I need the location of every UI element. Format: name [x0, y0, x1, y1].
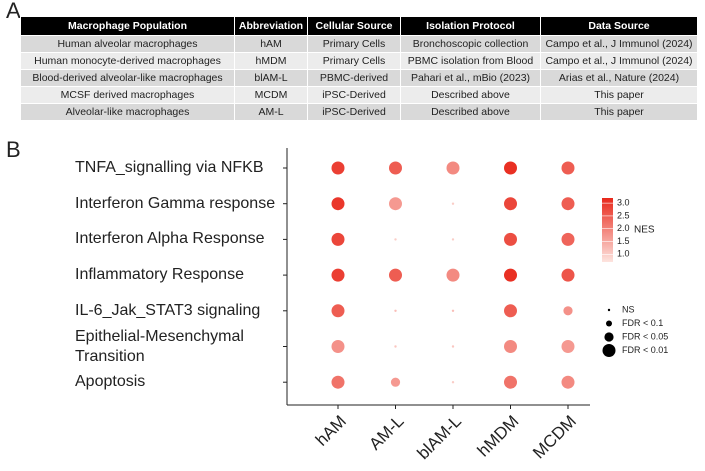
dot — [446, 161, 460, 175]
row-label: Inflammatory Response — [75, 266, 244, 284]
colorbar-label: 2.0 — [617, 223, 630, 233]
dot — [331, 232, 345, 246]
legend-label: FDR < 0.05 — [622, 331, 668, 341]
dot — [394, 309, 397, 312]
dot — [394, 345, 397, 348]
dot — [561, 161, 575, 175]
table-cell: hAM — [234, 35, 308, 53]
x-tick-label: hAM — [312, 412, 350, 450]
panel-label: A — [6, 0, 21, 23]
dot — [504, 340, 517, 353]
dot — [331, 304, 345, 318]
dot — [561, 232, 575, 246]
dot — [389, 161, 402, 175]
colorbar-label: 1.0 — [617, 249, 630, 259]
dot — [504, 161, 517, 175]
dot — [561, 340, 575, 353]
legend-dot — [606, 320, 612, 327]
table-cell: Blood-derived alveolar-like macrophages — [20, 69, 235, 87]
table-cell: blAM-L — [234, 69, 308, 87]
legend-label: NS — [622, 304, 635, 314]
table-cell: This paper — [540, 103, 698, 121]
table-cell: AM-L — [234, 103, 308, 121]
legend-dot — [604, 332, 614, 342]
table-cell: Primary Cells — [307, 52, 401, 70]
table-cell: This paper — [540, 86, 698, 104]
table-cell: Arias et al., Nature (2024) — [540, 69, 698, 87]
dot — [451, 309, 455, 312]
dot — [389, 268, 402, 282]
row-label: TNFA_signalling via NFKB — [75, 159, 264, 176]
panel-label: B — [6, 137, 21, 162]
dot — [451, 202, 455, 205]
dot — [504, 197, 517, 211]
row-label: Interferon Alpha Response — [75, 230, 265, 248]
dot — [451, 345, 455, 348]
legend-label: FDR < 0.1 — [622, 318, 663, 328]
dot — [561, 197, 575, 211]
dot — [331, 161, 345, 175]
dot — [331, 268, 345, 282]
table-cell: Primary Cells — [307, 35, 401, 53]
table-cell: Bronchoscopic collection — [400, 35, 541, 53]
dot — [563, 306, 573, 316]
colorbar-label: 1.5 — [617, 236, 630, 246]
dot — [331, 197, 345, 211]
table-cell: Described above — [400, 103, 541, 121]
colorbar-label: 2.5 — [617, 210, 630, 220]
table-cell: Campo et al., J Immunol (2024) — [540, 52, 698, 70]
table-cell: Campo et al., J Immunol (2024) — [540, 35, 698, 53]
table-cell: Alveolar-like macrophages — [20, 103, 235, 121]
dot — [389, 197, 402, 211]
column-header: Data Source — [540, 16, 698, 36]
legend-label: FDR < 0.01 — [622, 345, 668, 355]
dot — [331, 340, 345, 353]
dot — [504, 304, 517, 318]
colorbar — [602, 198, 613, 262]
dot — [394, 238, 397, 241]
table-cell: Human alveolar macrophages — [20, 35, 235, 53]
legend-dot — [602, 344, 616, 357]
legend-dot — [607, 308, 611, 312]
x-tick-label: hMDM — [474, 412, 523, 461]
table-cell: hMDM — [234, 52, 308, 70]
table-row: Alveolar-like macrophages AM-L iPSC-Derive… — [20, 103, 698, 121]
x-tick-label: AM-L — [365, 412, 407, 454]
table-row: Human monocyte-derived macrophages hMDM Pr… — [20, 52, 698, 70]
dot — [390, 377, 401, 387]
table-cell: Human monocyte-derived macrophages — [20, 52, 235, 70]
dot — [451, 238, 455, 241]
dot — [331, 375, 345, 389]
dot — [446, 268, 460, 282]
x-tick-label: MCDM — [529, 412, 580, 463]
dot — [504, 232, 517, 246]
column-header: Macrophage Population — [20, 16, 235, 36]
colorbar-label: 3.0 — [617, 197, 630, 207]
row-label: Interferon Gamma response — [75, 194, 276, 212]
legend-title: NES — [634, 225, 655, 236]
row-label: Epithelial-Mesenchymal Transition — [75, 327, 244, 365]
column-header: Cellular Source — [307, 16, 401, 36]
table-row: Human alveolar macrophages hAM Primary Cel… — [20, 35, 698, 53]
table-cell: iPSC-Derived — [307, 103, 401, 121]
row-label: Apoptosis — [75, 373, 146, 391]
table-cell: iPSC-Derived — [307, 86, 401, 104]
row-label: IL-6_Jak_STAT3 signaling — [75, 301, 261, 319]
dot — [451, 381, 455, 384]
table-row: Blood-derived alveolar-like macrophages b… — [20, 69, 698, 87]
dot — [504, 375, 517, 389]
dot — [561, 375, 575, 389]
dot — [561, 268, 575, 282]
table: Macrophage Population Abbreviation Cellula… — [20, 16, 698, 121]
x-tick-label: blAM-L — [413, 412, 465, 464]
dot — [504, 268, 517, 282]
column-header: Abbreviation — [234, 16, 308, 36]
